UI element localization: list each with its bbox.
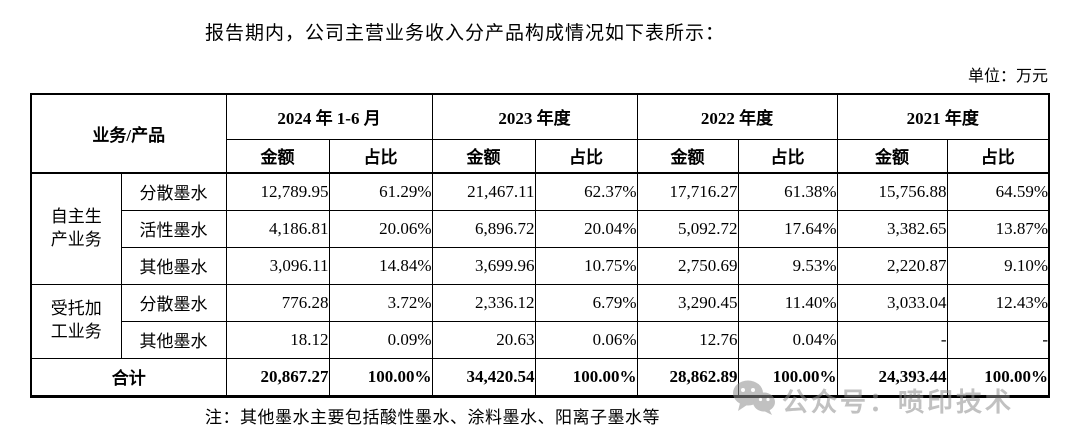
table-row: 活性墨水 4,186.81 20.06% 6,896.72 20.04% 5,0… — [31, 209, 1050, 248]
amount-header: 金额 — [431, 138, 536, 174]
product-label: 分散墨水 — [120, 172, 227, 211]
business-label: 自主生产业务 — [50, 206, 102, 249]
amount-cell: 20.63 — [431, 320, 536, 359]
total-amount-cell: 20,867.27 — [225, 357, 330, 397]
period-header-2024: 2024 年 1-6 月 — [225, 93, 433, 140]
total-amount-cell: 24,393.44 — [836, 357, 948, 397]
amount-cell: 3,290.45 — [636, 283, 739, 322]
table-row: 受托加工业务 分散墨水 776.28 3.72% 2,336.12 6.79% … — [30, 283, 1050, 359]
period-header-2022: 2022 年度 — [636, 93, 838, 140]
ratio-cell: 17.64% — [737, 209, 838, 248]
amount-cell: 776.28 — [225, 283, 330, 322]
unit-label: 单位：万元 — [967, 68, 1048, 85]
table-row: 其他墨水 18.12 0.09% 20.63 0.06% 12.76 0.04%… — [31, 320, 1050, 359]
ratio-cell: 3.72% — [328, 283, 433, 322]
product-label: 分散墨水 — [120, 283, 227, 322]
total-ratio-cell: 100.00% — [737, 357, 838, 397]
amount-header: 金额 — [836, 138, 948, 174]
amount-cell: 4,186.81 — [225, 209, 330, 248]
ratio-cell: 0.04% — [737, 320, 838, 359]
ratio-header: 占比 — [737, 138, 838, 174]
amount-cell: 17,716.27 — [636, 172, 739, 211]
amount-cell: 12.76 — [636, 320, 739, 359]
header-row-periods: 业务/产品 2024 年 1-6 月 2023 年度 2022 年度 2021 … — [30, 93, 1050, 174]
amount-header: 金额 — [225, 138, 330, 174]
ratio-header: 占比 — [534, 138, 638, 174]
ratio-cell: - — [946, 320, 1050, 359]
amount-cell: 3,033.04 — [836, 283, 948, 322]
ratio-header: 占比 — [328, 138, 433, 174]
business-group-commissioned-processing: 受托加工业务 — [30, 283, 122, 359]
corner-header: 业务/产品 — [30, 93, 227, 174]
total-ratio-cell: 100.00% — [946, 357, 1050, 397]
ratio-cell: 13.87% — [946, 209, 1050, 248]
business-group-self-production: 自主生产业务 — [30, 172, 122, 285]
ratio-cell: 6.79% — [534, 283, 638, 322]
period-header-2021: 2021 年度 — [836, 93, 1050, 140]
amount-cell: 2,750.69 — [636, 246, 739, 285]
ratio-cell: 12.43% — [946, 283, 1050, 322]
product-label: 其他墨水 — [120, 246, 227, 285]
revenue-composition-table: 业务/产品 2024 年 1-6 月 2023 年度 2022 年度 2021 … — [30, 93, 1051, 398]
product-label: 活性墨水 — [120, 209, 227, 248]
table-row: 自主生产业务 分散墨水 12,789.95 61.29% 21,467.11 6… — [30, 172, 1050, 285]
ratio-cell: 61.38% — [737, 172, 838, 211]
amount-cell: 6,896.72 — [431, 209, 536, 248]
total-ratio-cell: 100.00% — [534, 357, 638, 397]
amount-cell: 21,467.11 — [431, 172, 536, 211]
ratio-cell: 64.59% — [946, 172, 1050, 211]
business-label: 受托加工业务 — [50, 299, 102, 341]
period-header-2023: 2023 年度 — [431, 93, 638, 140]
amount-cell: 15,756.88 — [836, 172, 948, 211]
ratio-cell: 14.84% — [328, 246, 433, 285]
ratio-cell: 9.10% — [946, 246, 1050, 285]
amount-cell: 12,789.95 — [225, 172, 330, 211]
product-label: 其他墨水 — [120, 320, 227, 359]
total-amount-cell: 28,862.89 — [636, 357, 739, 397]
total-label: 合计 — [30, 357, 227, 397]
table-row: 其他墨水 3,096.11 14.84% 3,699.96 10.75% 2,7… — [31, 246, 1050, 285]
ratio-cell: 0.06% — [534, 320, 638, 359]
amount-cell: 3,096.11 — [225, 246, 330, 285]
amount-cell: 3,699.96 — [431, 246, 536, 285]
amount-cell: 3,382.65 — [836, 209, 948, 248]
amount-header: 金额 — [636, 138, 739, 174]
ratio-cell: 11.40% — [737, 283, 838, 322]
ratio-cell: 20.04% — [534, 209, 638, 248]
total-row: 合计 20,867.27 100.00% 34,420.54 100.00% 2… — [30, 357, 1050, 397]
amount-cell: 18.12 — [225, 320, 330, 359]
header-row-measures: 金额 占比 金额 占比 金额 占比 金额 占比 — [31, 138, 1050, 174]
amount-cell: 2,336.12 — [431, 283, 536, 322]
ratio-cell: 20.06% — [328, 209, 433, 248]
amount-cell: 2,220.87 — [836, 246, 948, 285]
intro-text: 报告期内，公司主营业务收入分产品构成情况如下表所示： — [205, 23, 726, 44]
footnote-text: 注：其他墨水主要包括酸性墨水、涂料墨水、阳离子墨水等 — [205, 408, 660, 427]
total-amount-cell: 34,420.54 — [431, 357, 536, 397]
amount-cell: - — [836, 320, 948, 359]
ratio-header: 占比 — [946, 138, 1050, 174]
amount-cell: 5,092.72 — [636, 209, 739, 248]
total-ratio-cell: 100.00% — [328, 357, 433, 397]
ratio-cell: 9.53% — [737, 246, 838, 285]
ratio-cell: 61.29% — [328, 172, 433, 211]
ratio-cell: 10.75% — [534, 246, 638, 285]
ratio-cell: 62.37% — [534, 172, 638, 211]
ratio-cell: 0.09% — [328, 320, 433, 359]
